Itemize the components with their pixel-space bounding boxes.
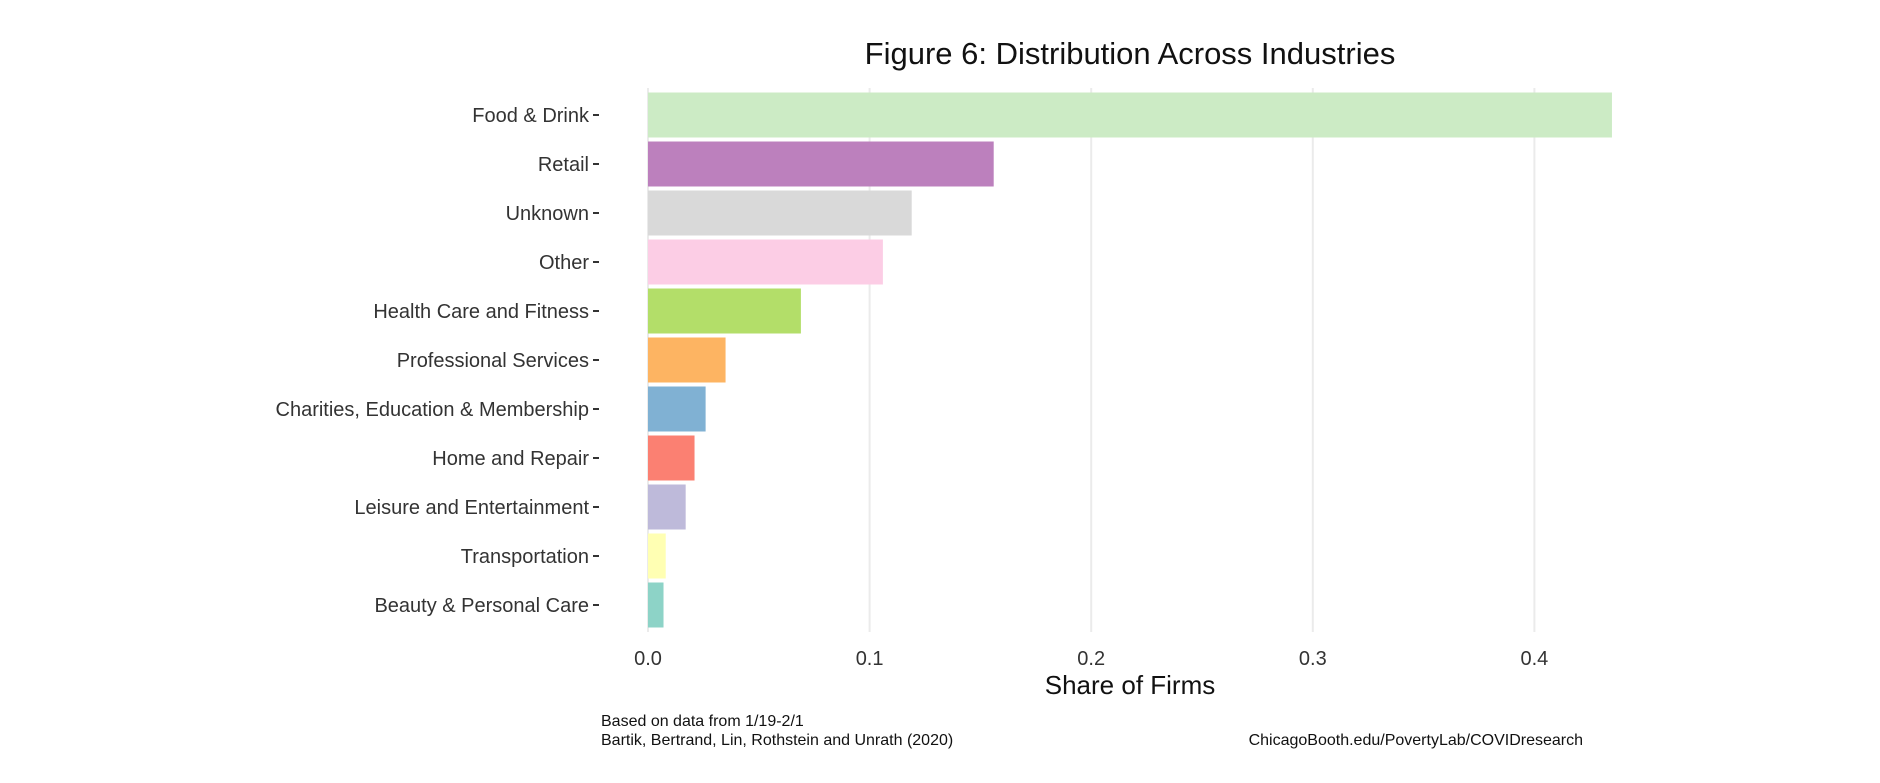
x-tick-label: 0.4 [1520,648,1548,670]
category-label: Food & Drink [472,105,590,127]
footnote-data-range: Based on data from 1/19-2/1 [601,713,804,730]
bar [648,239,883,285]
chart-title: Figure 6: Distribution Across Industries [865,36,1396,71]
category-label: Charities, Education & Membership [276,399,589,421]
footnote-citation: Bartik, Bertrand, Lin, Rothstein and Unr… [601,732,953,749]
bar [648,582,664,628]
bar [648,141,994,187]
x-axis-label: Share of Firms [1045,670,1216,700]
bar [648,484,686,530]
bar [648,288,801,334]
bar [648,190,912,236]
bar [648,337,726,383]
bars [648,92,1612,628]
bar [648,386,706,432]
x-tick-label: 0.0 [634,648,662,670]
x-axis-ticks: 0.0 0.1 0.2 0.3 0.4 [634,648,1548,670]
category-label: Unknown [506,203,589,225]
bar [648,533,666,579]
category-label: Home and Repair [432,448,589,470]
category-label: Leisure and Entertainment [354,497,589,519]
category-label: Retail [538,154,589,176]
footnote-url: ChicagoBooth.edu/PovertyLab/COVIDresearc… [1249,732,1583,749]
category-label: Beauty & Personal Care [374,595,589,617]
category-label: Professional Services [397,350,589,372]
category-labels: Food & Drink Retail Unknown Other Health Car… [276,105,599,617]
category-label: Transportation [461,546,589,568]
bar [648,92,1612,138]
category-label: Other [539,252,589,274]
bar [648,435,695,481]
x-tick-label: 0.2 [1077,648,1105,670]
x-tick-label: 0.3 [1299,648,1327,670]
x-tick-label: 0.1 [856,648,884,670]
category-label: Health Care and Fitness [373,301,589,323]
